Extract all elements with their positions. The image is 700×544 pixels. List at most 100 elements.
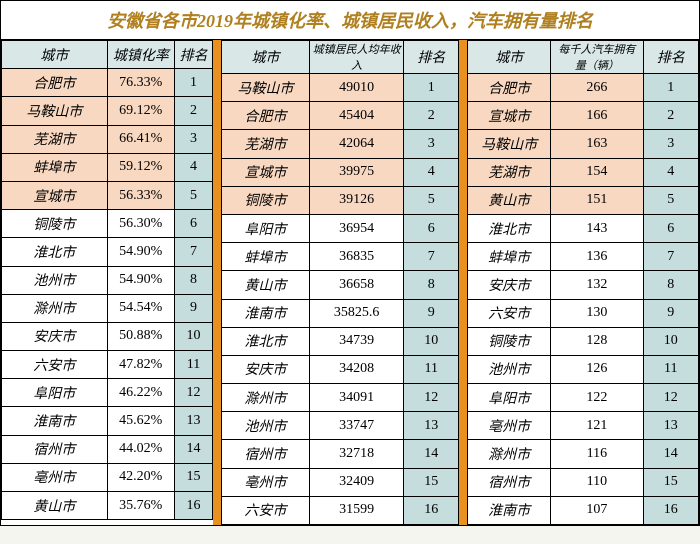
rank-cell: 4 xyxy=(404,158,459,186)
value-cell: 46.22% xyxy=(107,379,175,407)
rank-cell: 11 xyxy=(643,355,698,383)
ranking-table-3: 城市每千人汽车拥有量（辆）排名合肥市2661宣城市1662马鞍山市1633芜湖市… xyxy=(467,40,699,525)
value-cell: 54.90% xyxy=(107,266,175,294)
city-cell: 宿州市 xyxy=(222,440,310,468)
table-row: 淮北市3473910 xyxy=(222,327,459,355)
table-row: 淮南市45.62%13 xyxy=(2,407,213,435)
table-row: 黄山市35.76%16 xyxy=(2,492,213,520)
city-cell: 亳州市 xyxy=(2,463,108,491)
table-row: 蚌埠市1367 xyxy=(468,243,699,271)
rank-cell: 12 xyxy=(175,379,213,407)
city-cell: 宣城市 xyxy=(2,181,108,209)
city-cell: 黄山市 xyxy=(468,186,551,214)
city-cell: 芜湖市 xyxy=(222,130,310,158)
city-cell: 铜陵市 xyxy=(222,186,310,214)
rank-cell: 6 xyxy=(175,210,213,238)
rank-cell: 3 xyxy=(175,125,213,153)
table-row: 淮北市1436 xyxy=(468,214,699,242)
value-cell: 45404 xyxy=(309,102,404,130)
value-cell: 39126 xyxy=(309,186,404,214)
rank-cell: 7 xyxy=(643,243,698,271)
city-cell: 黄山市 xyxy=(222,271,310,299)
city-cell: 马鞍山市 xyxy=(2,97,108,125)
table-row: 阜阳市12212 xyxy=(468,384,699,412)
table-row: 芜湖市1544 xyxy=(468,158,699,186)
column-header: 城镇居民人均年收入 xyxy=(309,41,404,74)
table-row: 黄山市366588 xyxy=(222,271,459,299)
city-cell: 淮北市 xyxy=(222,327,310,355)
rank-cell: 1 xyxy=(404,74,459,102)
page-title: 安徽省各市2019年城镇化率、城镇居民收入，汽车拥有量排名 xyxy=(1,1,699,40)
column-header: 城市 xyxy=(2,41,108,69)
value-cell: 34091 xyxy=(309,384,404,412)
value-cell: 32718 xyxy=(309,440,404,468)
table-row: 芜湖市66.41%3 xyxy=(2,125,213,153)
rank-cell: 14 xyxy=(404,440,459,468)
table-row: 滁州市54.54%9 xyxy=(2,294,213,322)
table-row: 铜陵市391265 xyxy=(222,186,459,214)
rank-cell: 3 xyxy=(404,130,459,158)
city-cell: 阜阳市 xyxy=(468,384,551,412)
table-row: 马鞍山市69.12%2 xyxy=(2,97,213,125)
city-cell: 淮南市 xyxy=(468,496,551,524)
value-cell: 163 xyxy=(551,130,643,158)
table-row: 合肥市2661 xyxy=(468,74,699,102)
city-cell: 合肥市 xyxy=(468,74,551,102)
rank-cell: 1 xyxy=(175,69,213,97)
column-header: 城镇化率 xyxy=(107,41,175,69)
rank-cell: 12 xyxy=(404,384,459,412)
table-row: 阜阳市369546 xyxy=(222,214,459,242)
table-row: 黄山市1515 xyxy=(468,186,699,214)
value-cell: 36658 xyxy=(309,271,404,299)
value-cell: 122 xyxy=(551,384,643,412)
value-cell: 34739 xyxy=(309,327,404,355)
rank-cell: 8 xyxy=(643,271,698,299)
value-cell: 42064 xyxy=(309,130,404,158)
rank-cell: 10 xyxy=(643,327,698,355)
rank-cell: 9 xyxy=(175,294,213,322)
city-cell: 马鞍山市 xyxy=(468,130,551,158)
value-cell: 31599 xyxy=(309,496,404,524)
rank-cell: 13 xyxy=(404,412,459,440)
table-row: 滁州市3409112 xyxy=(222,384,459,412)
rank-cell: 2 xyxy=(404,102,459,130)
value-cell: 44.02% xyxy=(107,435,175,463)
table-row: 淮南市35825.69 xyxy=(222,299,459,327)
table-row: 亳州市3240915 xyxy=(222,468,459,496)
rank-cell: 14 xyxy=(175,435,213,463)
rank-cell: 4 xyxy=(643,158,698,186)
table-row: 马鞍山市490101 xyxy=(222,74,459,102)
city-cell: 安庆市 xyxy=(2,322,108,350)
rank-cell: 10 xyxy=(175,322,213,350)
rank-cell: 15 xyxy=(404,468,459,496)
table-row: 安庆市3420811 xyxy=(222,355,459,383)
value-cell: 128 xyxy=(551,327,643,355)
value-cell: 35825.6 xyxy=(309,299,404,327)
city-cell: 滁州市 xyxy=(2,294,108,322)
rank-cell: 9 xyxy=(643,299,698,327)
column-header: 城市 xyxy=(222,41,310,74)
section-2: 城市城镇居民人均年收入排名马鞍山市490101合肥市454042芜湖市42064… xyxy=(221,40,467,525)
value-cell: 39975 xyxy=(309,158,404,186)
value-cell: 54.54% xyxy=(107,294,175,322)
city-cell: 合肥市 xyxy=(2,69,108,97)
table-row: 宿州市11015 xyxy=(468,468,699,496)
value-cell: 36835 xyxy=(309,243,404,271)
rank-cell: 8 xyxy=(175,266,213,294)
city-cell: 宣城市 xyxy=(222,158,310,186)
city-cell: 池州市 xyxy=(222,412,310,440)
rank-cell: 3 xyxy=(643,130,698,158)
table-row: 安庆市1328 xyxy=(468,271,699,299)
column-header: 排名 xyxy=(404,41,459,74)
column-header: 排名 xyxy=(175,41,213,69)
table-row: 宿州市44.02%14 xyxy=(2,435,213,463)
city-cell: 宿州市 xyxy=(2,435,108,463)
city-cell: 六安市 xyxy=(2,351,108,379)
city-cell: 宿州市 xyxy=(468,468,551,496)
ranking-table-1: 城市城镇化率排名合肥市76.33%1马鞍山市69.12%2芜湖市66.41%3蚌… xyxy=(1,40,213,520)
value-cell: 47.82% xyxy=(107,351,175,379)
value-cell: 42.20% xyxy=(107,463,175,491)
city-cell: 阜阳市 xyxy=(222,214,310,242)
section-1: 城市城镇化率排名合肥市76.33%1马鞍山市69.12%2芜湖市66.41%3蚌… xyxy=(1,40,221,525)
rank-cell: 5 xyxy=(643,186,698,214)
